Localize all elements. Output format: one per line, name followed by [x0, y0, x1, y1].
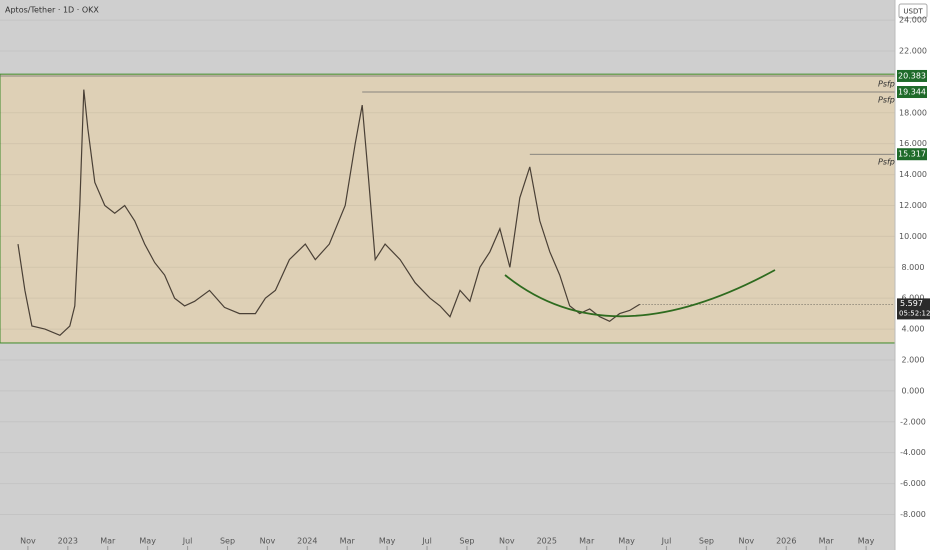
- x-tick-label: Jul: [421, 537, 432, 546]
- y-tick-label: -4.000: [900, 448, 926, 457]
- y-tick-label: 6.000: [902, 294, 925, 303]
- price-tag-label: 15.317: [898, 150, 926, 159]
- drawn-curve: [504, 269, 776, 318]
- countdown: 05:52:12: [899, 309, 930, 317]
- x-tick-label: May: [379, 537, 396, 546]
- y-tick-label: 14.000: [899, 170, 927, 179]
- price-tag-label: 20.383: [898, 71, 926, 80]
- level-note: Psfp: [878, 158, 895, 167]
- x-tick-label: 2026: [776, 537, 796, 546]
- y-tick-label: 16.000: [899, 139, 927, 148]
- price-tag: [897, 148, 927, 161]
- y-tick-label: 8.000: [902, 263, 925, 272]
- chart-title: Aptos/Tether · 1D · OKX: [5, 6, 99, 15]
- x-tick-label: Nov: [20, 537, 36, 546]
- x-tick-label: Mar: [579, 537, 595, 546]
- y-tick-label: -8.000: [900, 510, 926, 519]
- x-tick-label: Nov: [499, 537, 515, 546]
- x-tick-label: Nov: [739, 537, 755, 546]
- y-tick-label: 22.000: [899, 46, 927, 55]
- price-line: [17, 89, 640, 337]
- x-tick-label: Mar: [819, 537, 835, 546]
- y-tick-label: -6.000: [900, 479, 926, 488]
- x-tick-label: 2023: [58, 537, 78, 546]
- x-tick-label: Mar: [100, 537, 116, 546]
- x-tick-label: Sep: [220, 537, 235, 546]
- x-tick-label: Mar: [340, 537, 356, 546]
- currency[interactable]: USDT: [903, 8, 923, 16]
- y-tick-label: 10.000: [899, 232, 927, 241]
- y-tick-label: 4.000: [902, 325, 925, 334]
- x-tick-label: Nov: [260, 537, 276, 546]
- x-tick-label: 2025: [537, 537, 557, 546]
- last-price-label: 5.597: [900, 299, 923, 308]
- x-tick-label: May: [618, 537, 635, 546]
- last-price-tag: [897, 298, 930, 320]
- x-tick-label: 2024: [297, 537, 317, 546]
- price-tag-label: 19.344: [898, 88, 926, 97]
- currency-button[interactable]: [898, 3, 928, 19]
- x-tick-label: Sep: [699, 537, 714, 546]
- y-tick-label: 0.000: [902, 386, 925, 395]
- level-note: Psfp: [878, 79, 895, 88]
- x-tick-label: Jul: [661, 537, 672, 546]
- price-tag: [897, 69, 927, 82]
- y-tick-label: 12.000: [899, 201, 927, 210]
- y-tick-label: 18.000: [899, 108, 927, 117]
- price-axis: [895, 0, 932, 550]
- level-note: Psfp: [878, 96, 895, 105]
- x-tick-label: Sep: [459, 537, 474, 546]
- x-tick-label: May: [139, 537, 156, 546]
- x-tick-label: May: [858, 537, 875, 546]
- range-box: [0, 73, 896, 344]
- x-tick-label: Jul: [182, 537, 193, 546]
- y-tick-label: 24.000: [899, 16, 927, 25]
- y-tick-label: 2.000: [902, 355, 925, 364]
- price-tag: [897, 86, 927, 99]
- y-tick-label: -2.000: [900, 417, 926, 426]
